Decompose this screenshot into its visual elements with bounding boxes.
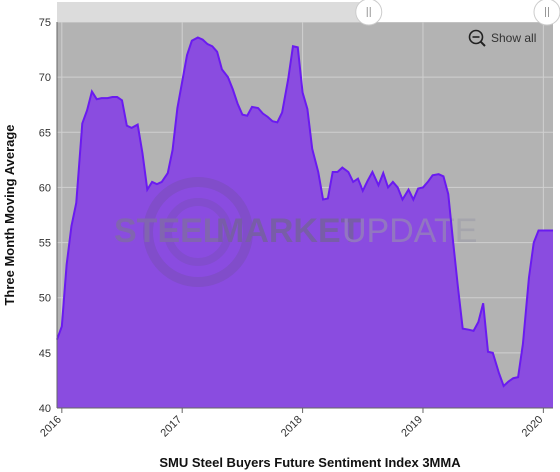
zoom-out-icon[interactable] xyxy=(468,29,486,47)
x-axis-ticks: 2016 2017 2018 2019 2020 xyxy=(38,408,545,439)
series-line xyxy=(56,36,553,388)
watermark-logo: STEEL MARKET UPDATE xyxy=(114,177,477,287)
y-tick-label: 55 xyxy=(39,238,51,250)
show-all-button[interactable]: Show all xyxy=(468,29,537,47)
y-tick-label: 60 xyxy=(39,182,51,194)
y-tick-label: 50 xyxy=(39,293,51,305)
x-tick-label: 2016 xyxy=(38,414,64,440)
range-handle-left-icon[interactable] xyxy=(355,0,383,26)
x-tick-label: 2018 xyxy=(279,414,305,440)
x-tick-label: 2017 xyxy=(159,414,185,440)
range-selector[interactable] xyxy=(57,0,560,26)
y-tick-label: 75 xyxy=(39,17,51,29)
watermark-word-market: MARKET xyxy=(216,212,362,250)
y-axis-title: Three Month Moving Average xyxy=(2,124,17,305)
y-tick-label: 70 xyxy=(39,72,51,84)
y-axis-ticks: 40 45 50 55 60 65 70 75 xyxy=(39,17,51,415)
x-tick-label: 2020 xyxy=(520,414,546,440)
watermark-emblem-icon xyxy=(143,177,253,287)
x-axis-title: SMU Steel Buyers Future Sentiment Index … xyxy=(159,455,461,470)
y-tick-label: 65 xyxy=(39,127,51,139)
x-tick-label: 2019 xyxy=(399,414,425,440)
range-selector-window[interactable] xyxy=(365,2,555,22)
y-tick-label: 40 xyxy=(39,403,51,415)
show-all-label[interactable]: Show all xyxy=(491,31,536,45)
y-tick-label: 45 xyxy=(39,348,51,360)
watermark-word-update: UPDATE xyxy=(342,212,477,250)
series-area xyxy=(57,37,553,408)
watermark-word-steel: STEEL xyxy=(114,212,224,250)
range-handle-right-icon[interactable] xyxy=(533,0,560,26)
